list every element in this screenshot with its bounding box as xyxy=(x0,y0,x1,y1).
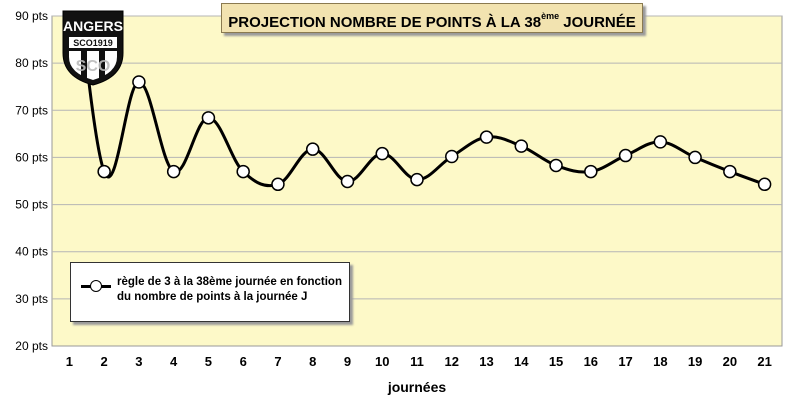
club-logo: ANGERS SCO1919 SCO xyxy=(59,7,127,87)
x-tick-label: 4 xyxy=(170,354,178,369)
x-tick-label: 20 xyxy=(723,354,737,369)
data-point xyxy=(479,130,494,144)
data-point xyxy=(305,142,320,156)
data-point xyxy=(375,146,389,161)
x-tick-label: 2 xyxy=(101,354,108,369)
y-axis-ticks: 20 pts 30 pts 40 pts 50 pts 60 pts 70 pts 80 p… xyxy=(15,9,48,353)
x-tick-label: 5 xyxy=(205,354,212,369)
data-point xyxy=(549,158,563,173)
x-axis-label: journées xyxy=(387,379,447,395)
y-tick-label: 40 pts xyxy=(15,245,48,259)
x-tick-label: 9 xyxy=(344,354,351,369)
data-point xyxy=(340,174,355,189)
y-tick-label: 80 pts xyxy=(15,56,48,70)
title-end: JOURNÉE xyxy=(559,14,636,31)
data-point xyxy=(584,164,598,179)
data-point xyxy=(723,164,737,179)
x-tick-label: 7 xyxy=(274,354,281,369)
x-tick-label: 8 xyxy=(309,354,316,369)
x-tick-label: 6 xyxy=(240,354,247,369)
y-tick-label: 30 pts xyxy=(15,292,48,306)
legend: règle de 3 à la 38ème journée en fonctio… xyxy=(70,262,350,322)
data-point xyxy=(410,172,424,187)
data-point xyxy=(236,164,250,179)
y-tick-label: 20 pts xyxy=(15,339,48,353)
data-point xyxy=(445,149,459,164)
x-axis-ticks: 1 2 3 4 5 6 7 8 9 10 11 12 13 14 15 16 17 18 19 20 21 xyxy=(66,354,772,369)
data-point xyxy=(618,148,633,163)
logo-badge: SCO1919 xyxy=(73,38,113,48)
y-tick-label: 60 pts xyxy=(15,150,48,164)
x-tick-label: 11 xyxy=(410,354,424,369)
legend-label-line1: règle de 3 à la 38ème journée en fonctio… xyxy=(117,276,342,288)
x-tick-label: 15 xyxy=(549,354,563,369)
legend-marker-swatch xyxy=(90,280,102,292)
data-point xyxy=(688,150,702,165)
x-tick-label: 17 xyxy=(618,354,632,369)
x-tick-label: 13 xyxy=(479,354,493,369)
data-point xyxy=(271,177,285,192)
x-tick-label: 18 xyxy=(653,354,667,369)
legend-label-line2: du nombre de points à la journée J xyxy=(117,291,308,303)
x-tick-label: 3 xyxy=(135,354,142,369)
x-tick-label: 21 xyxy=(757,354,771,369)
x-tick-label: 19 xyxy=(688,354,702,369)
data-point xyxy=(166,164,181,179)
data-point xyxy=(132,75,146,89)
legend-label: règle de 3 à la 38ème journée en fonctio… xyxy=(117,275,345,305)
x-tick-label: 1 xyxy=(66,354,73,369)
logo-letters: SCO xyxy=(76,58,111,75)
y-tick-label: 50 pts xyxy=(15,198,48,212)
logo-name: ANGERS xyxy=(63,18,123,34)
data-point xyxy=(201,111,216,125)
x-tick-label: 12 xyxy=(445,354,459,369)
y-tick-label: 90 pts xyxy=(15,9,48,23)
data-point xyxy=(653,135,668,149)
data-point xyxy=(757,177,772,192)
title-sup: ème xyxy=(541,11,560,21)
x-tick-label: 14 xyxy=(514,354,529,369)
data-point xyxy=(514,139,529,153)
x-tick-label: 16 xyxy=(584,354,598,369)
title-main: PROJECTION NOMBRE DE POINTS À LA 38 xyxy=(228,14,542,31)
data-point xyxy=(97,164,111,179)
x-tick-label: 10 xyxy=(375,354,389,369)
y-tick-label: 70 pts xyxy=(15,103,48,117)
chart-title: PROJECTION NOMBRE DE POINTS À LA 38ème J… xyxy=(221,3,643,33)
